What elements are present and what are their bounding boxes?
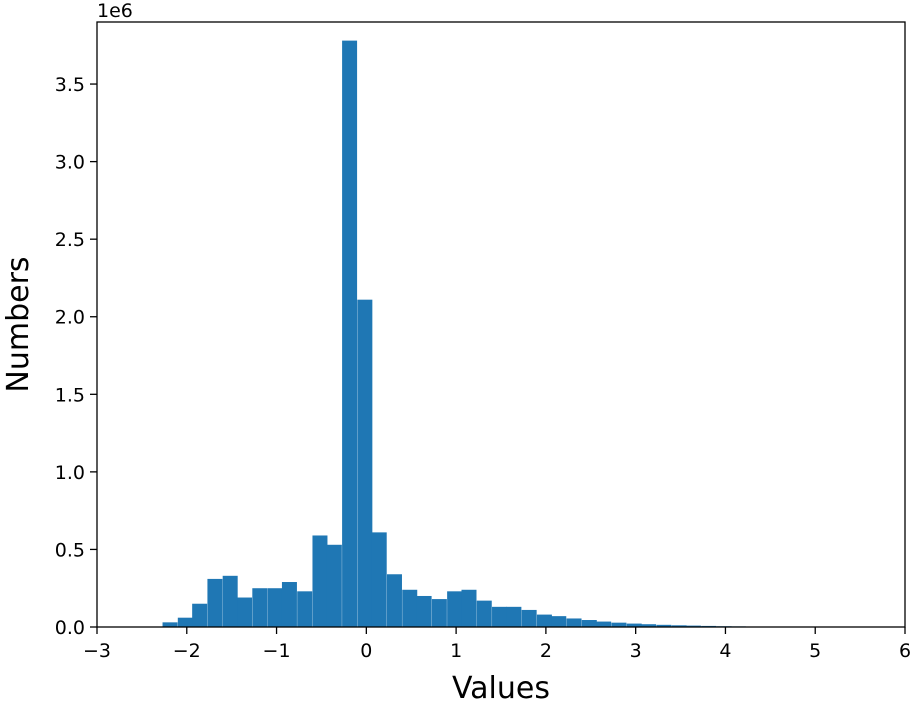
- x-axis-ticks: −3 −2 −1 0 1 2 3 4 5 6: [83, 627, 911, 662]
- y-tick-label: 1.0: [55, 462, 85, 484]
- histogram-bar: [431, 599, 447, 627]
- histogram-bar: [281, 582, 297, 627]
- histogram-bar: [581, 620, 597, 627]
- y-tick-label: 2.5: [55, 229, 85, 251]
- plot-frame: [96, 21, 906, 628]
- y-tick-label: 1.5: [55, 384, 85, 406]
- x-axis-title: Values: [452, 671, 550, 703]
- x-tick-label: 5: [809, 640, 821, 662]
- x-tick-label: −3: [83, 640, 111, 662]
- x-tick-label: 3: [630, 640, 642, 662]
- histogram-bar: [685, 625, 701, 627]
- y-tick-label: 2.0: [55, 307, 85, 329]
- y-tick-label: 0.0: [55, 617, 85, 639]
- histogram-bar: [641, 624, 657, 627]
- x-tick-label: 2: [540, 640, 552, 662]
- histogram-bar: [252, 588, 268, 627]
- histogram-bar: [207, 578, 223, 627]
- histogram-bar: [671, 625, 687, 627]
- histogram-bar: [536, 614, 552, 627]
- y-offset-label: 1e6: [97, 0, 133, 22]
- histogram-bar: [461, 589, 477, 627]
- histogram-bar: [177, 617, 193, 627]
- histogram-bar: [656, 624, 672, 627]
- histogram-bar: [447, 591, 463, 627]
- histogram-bar: [626, 623, 642, 627]
- histogram-bar: [371, 532, 387, 627]
- histogram-bar: [357, 299, 373, 627]
- y-axis-ticks: 0.0 0.5 1.0 1.5 2.0 2.5 3.0 3.5: [55, 74, 97, 639]
- histogram-bar: [521, 609, 537, 627]
- histogram-bar: [596, 621, 612, 627]
- histogram-bar: [402, 589, 418, 627]
- x-tick-label: 4: [719, 640, 731, 662]
- histogram-bar: [566, 618, 582, 627]
- y-axis-title: Numbers: [1, 256, 36, 392]
- bars-layer: [162, 40, 867, 628]
- x-tick-label: −2: [173, 640, 201, 662]
- histogram-bar: [386, 574, 402, 627]
- histogram-bar: [267, 588, 283, 627]
- histogram-bar: [237, 597, 253, 627]
- x-tick-label: 1: [450, 640, 462, 662]
- histogram-bar: [416, 595, 432, 627]
- histogram-bar: [342, 40, 358, 628]
- histogram-bar: [192, 603, 208, 627]
- y-tick-label: 3.0: [55, 152, 85, 174]
- histogram-bar: [297, 591, 313, 627]
- histogram-bar: [162, 622, 178, 627]
- x-tick-label: −1: [263, 640, 291, 662]
- x-tick-label: 6: [899, 640, 911, 662]
- histogram-bar: [476, 600, 492, 627]
- y-tick-label: 0.5: [55, 539, 85, 561]
- y-tick-label: 3.5: [55, 74, 85, 96]
- histogram-bar: [492, 606, 508, 627]
- histogram-bar: [551, 616, 567, 627]
- histogram-bar: [506, 606, 522, 627]
- histogram-bar: [326, 544, 342, 627]
- histogram-bar: [611, 622, 627, 627]
- histogram-bar: [222, 575, 238, 627]
- histogram-bar: [312, 535, 328, 627]
- x-tick-label: 0: [360, 640, 372, 662]
